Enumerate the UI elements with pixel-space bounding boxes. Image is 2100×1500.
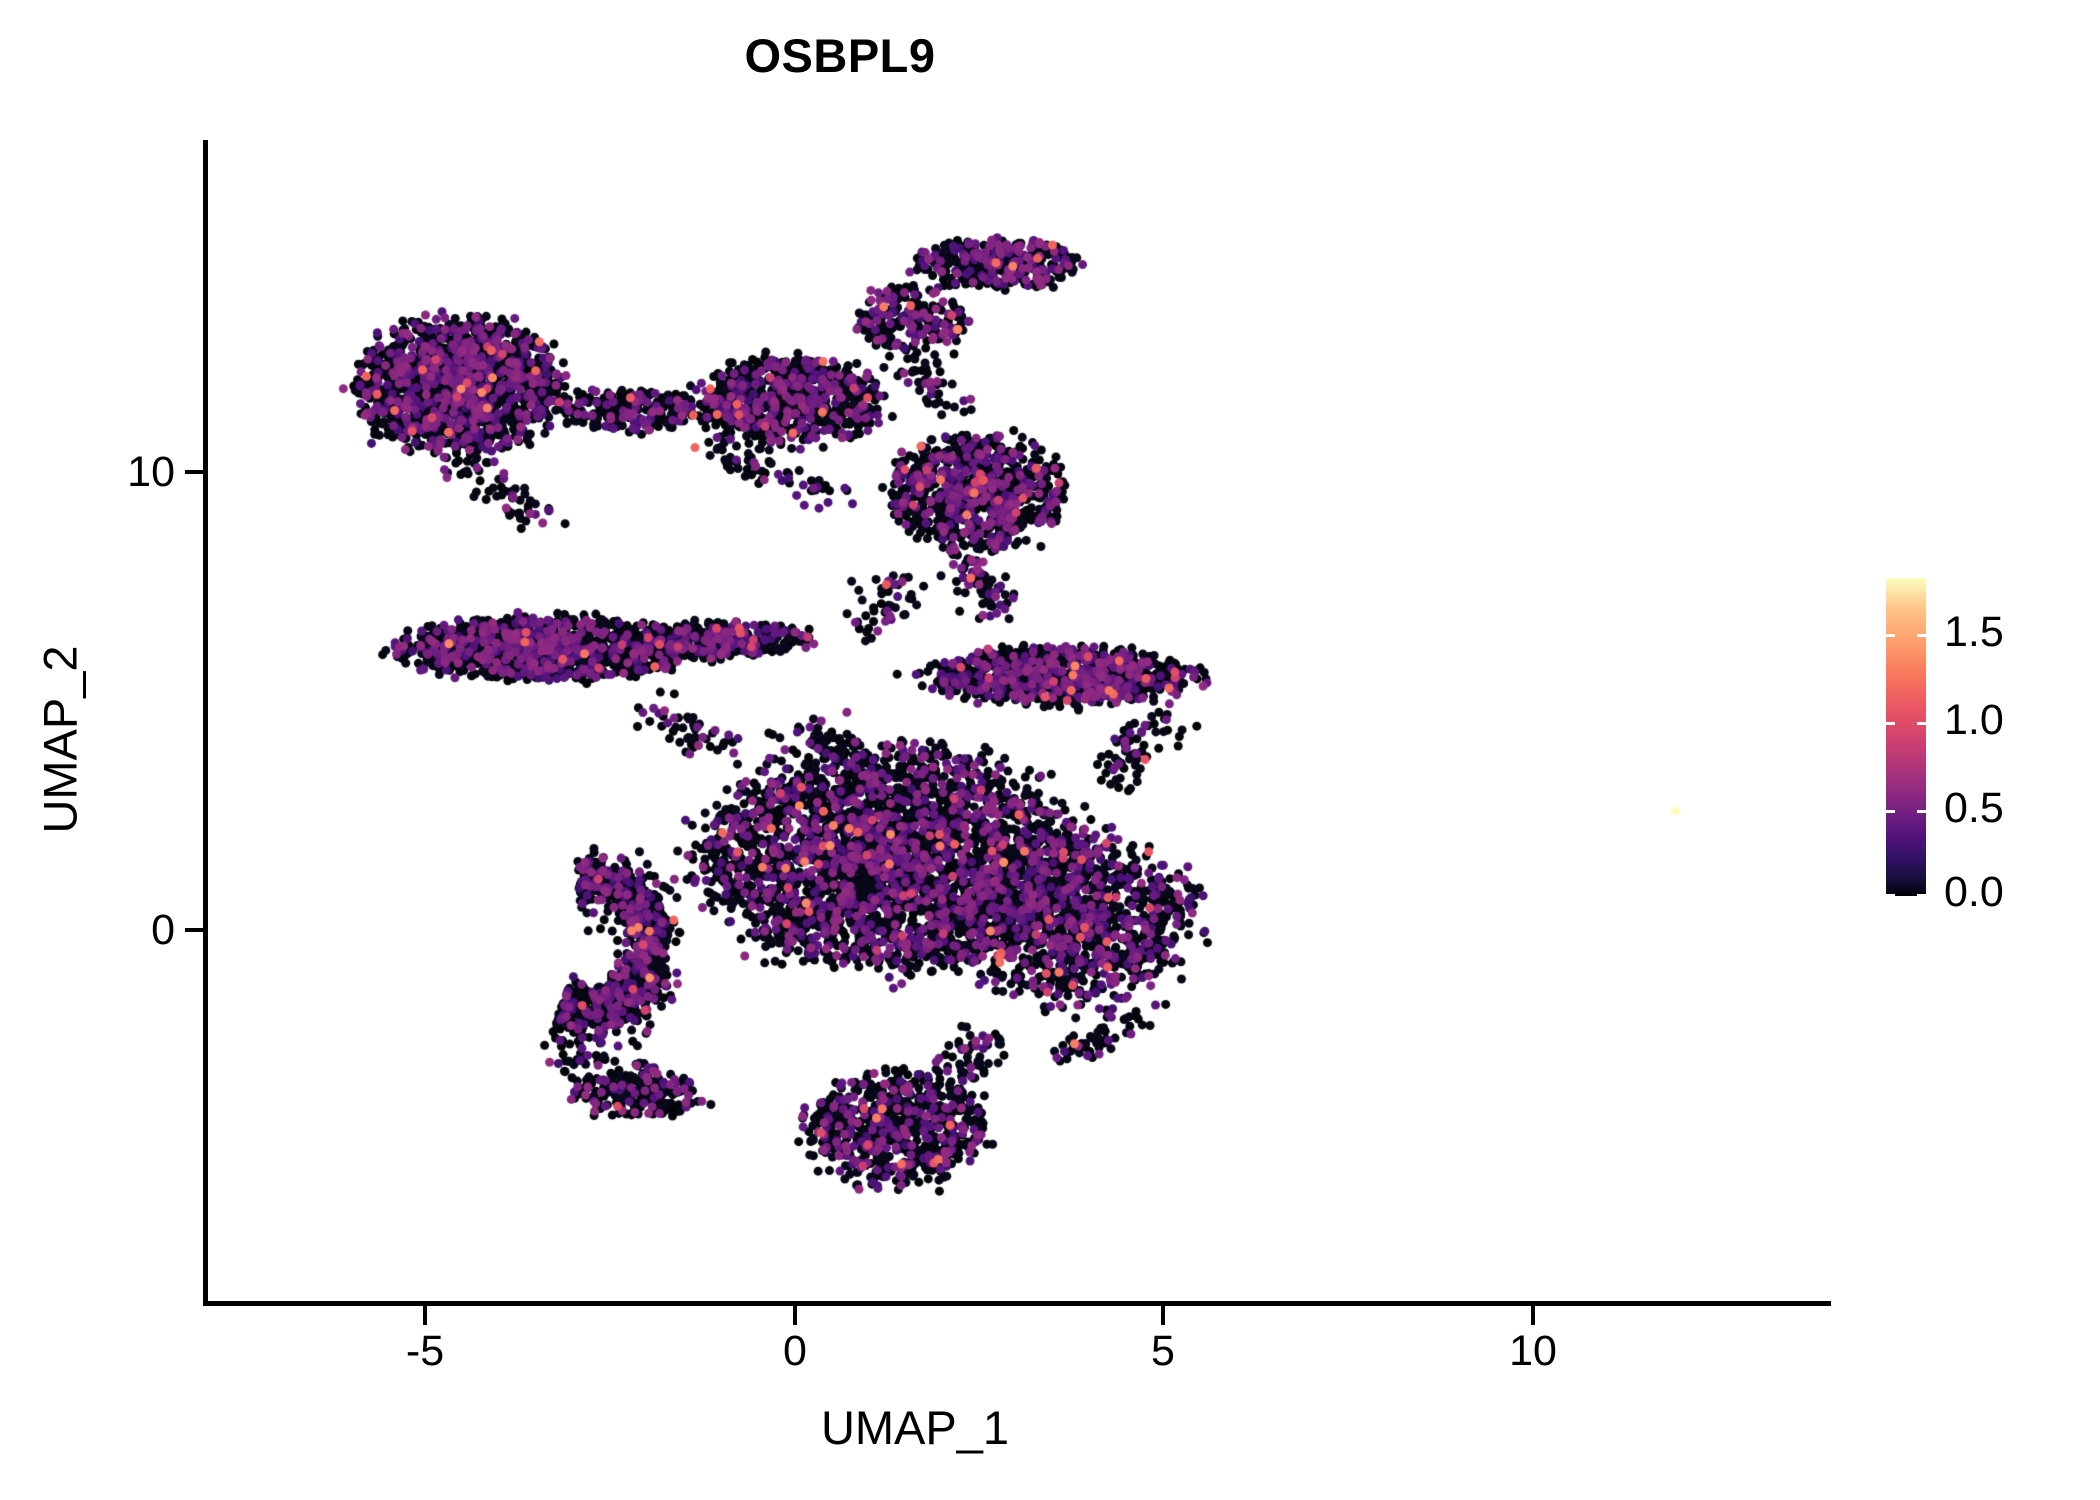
colorbar-tick bbox=[1886, 810, 1895, 813]
colorbar-tick bbox=[1917, 722, 1926, 725]
colorbar-label: 0.5 bbox=[1944, 784, 2004, 832]
y-tick-mark bbox=[185, 928, 204, 932]
x-tick-label: 5 bbox=[1151, 1327, 1175, 1375]
colorbar-label: 1.0 bbox=[1944, 696, 2004, 744]
y-axis-title: UMAP_2 bbox=[33, 645, 87, 834]
colorbar-tick bbox=[1886, 634, 1895, 637]
x-tick-label: -5 bbox=[405, 1327, 445, 1375]
colorbar-tick bbox=[1917, 894, 1926, 897]
y-axis-line bbox=[203, 140, 208, 1306]
x-axis-title: UMAP_1 bbox=[820, 1401, 1010, 1454]
y-tick-label: 10 bbox=[127, 448, 175, 496]
umap-scatter-plot bbox=[208, 140, 1830, 1301]
page-title: OSBPL9 bbox=[744, 29, 936, 82]
colorbar-tick bbox=[1917, 634, 1926, 637]
x-tick-label: 0 bbox=[783, 1327, 807, 1375]
y-tick-mark bbox=[185, 470, 204, 474]
colorbar-tick bbox=[1917, 810, 1926, 813]
x-tick-mark bbox=[1531, 1306, 1535, 1325]
x-axis-line bbox=[203, 1301, 1831, 1306]
x-tick-mark bbox=[1161, 1306, 1165, 1325]
colorbar-legend: 1.5 1.0 0.5 0.0 bbox=[1880, 570, 2080, 916]
y-tick-label: 0 bbox=[151, 906, 175, 954]
x-tick-mark bbox=[423, 1306, 427, 1325]
colorbar-gradient bbox=[1886, 578, 1926, 896]
colorbar-label: 1.5 bbox=[1944, 608, 2004, 656]
colorbar-label: 0.0 bbox=[1944, 868, 2004, 916]
colorbar-tick bbox=[1886, 894, 1895, 897]
x-tick-label: 10 bbox=[1509, 1327, 1557, 1375]
colorbar-tick bbox=[1886, 722, 1895, 725]
x-tick-mark bbox=[793, 1306, 797, 1325]
